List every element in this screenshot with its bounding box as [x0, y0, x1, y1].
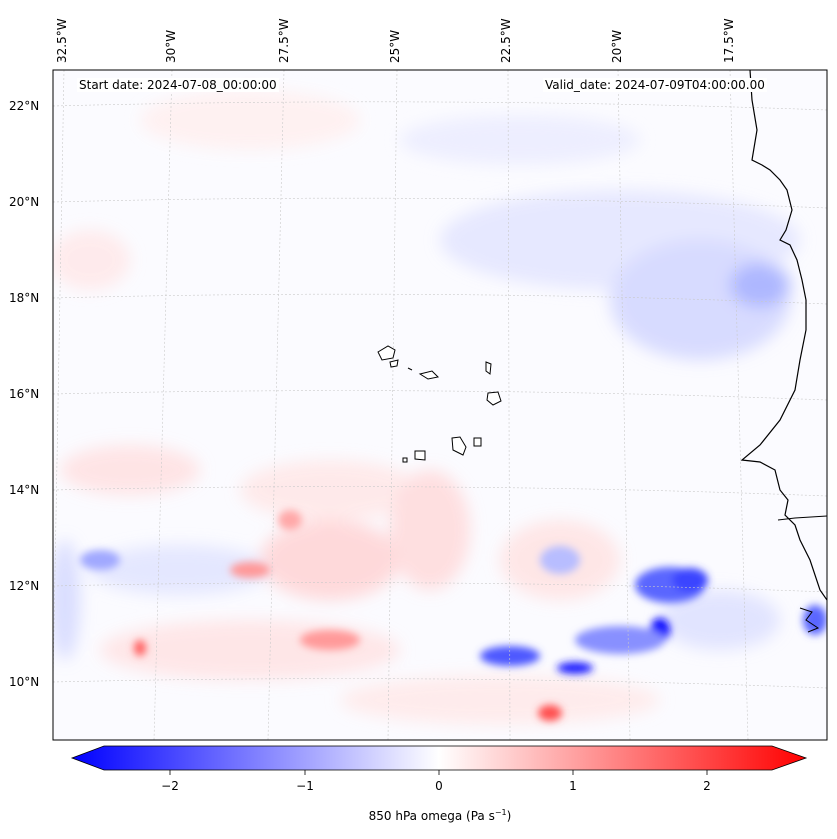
- lat-label-14n: 14°N: [9, 483, 40, 497]
- africa-coastline: [740, 70, 827, 601]
- lat-label-20n: 20°N: [9, 195, 40, 209]
- cb-tick-label-0: 0: [435, 779, 443, 793]
- colorbar: [70, 745, 808, 775]
- lat-label-12n: 12°N: [9, 579, 40, 593]
- lon-label-17-5w: 17.5°W: [722, 18, 736, 63]
- valid-date-text: Valid_date: 2024-07-09T04:00:00.00: [543, 78, 767, 92]
- lon-label-25w: 25°W: [388, 29, 402, 63]
- lat-label-10n: 10°N: [9, 675, 40, 689]
- lon-label-22-5w: 22.5°W: [499, 18, 513, 63]
- lon-label-27-5w: 27.5°W: [277, 18, 291, 63]
- colorbar-label: 850 hPa omega (Pa s−1): [368, 808, 512, 823]
- lat-label-16n: 16°N: [9, 387, 40, 401]
- cb-tick-label-2: 2: [703, 779, 711, 793]
- lon-label-20w: 20°W: [610, 29, 624, 63]
- cb-tick-label-neg2: −2: [161, 779, 179, 793]
- lat-label-18n: 18°N: [9, 291, 40, 305]
- cape-verde-islands: [377, 345, 502, 463]
- cb-tick-label-neg1: −1: [296, 779, 314, 793]
- omega-field: [53, 70, 827, 740]
- lat-label-22n: 22°N: [9, 99, 40, 113]
- start-date-text: Start date: 2024-07-08_00:00:00: [77, 78, 279, 92]
- cb-tick-label-1: 1: [569, 779, 577, 793]
- map-frame: [52, 69, 828, 741]
- lon-label-30w: 30°W: [164, 29, 178, 63]
- lon-label-32-5w: 32.5°W: [55, 18, 69, 63]
